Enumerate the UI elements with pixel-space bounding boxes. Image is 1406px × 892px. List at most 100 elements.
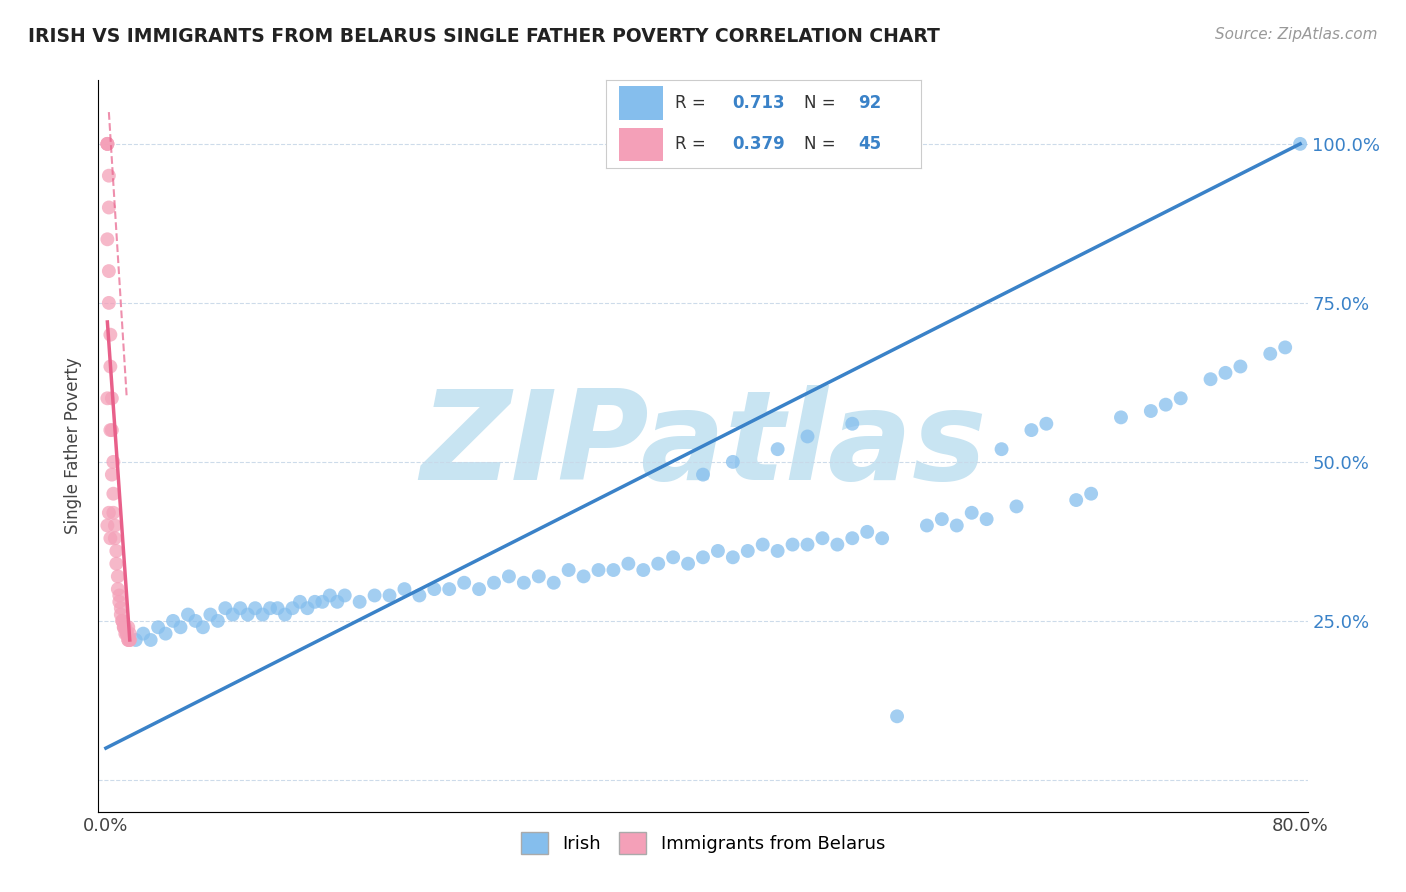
Point [281,601,304,615]
Point [207,614,229,628]
Point [97,264,120,278]
Point [97,296,120,310]
Point [707,544,730,558]
Point [633,563,655,577]
Point [114,620,136,634]
Point [439,582,461,596]
Point [1215,366,1237,380]
Point [960,506,983,520]
Point [676,557,699,571]
Point [117,632,139,647]
Point [104,531,127,545]
Point [103,506,125,520]
Point [266,601,288,615]
Point [96,136,118,151]
Point [96,392,118,406]
Point [482,575,505,590]
Point [111,614,134,628]
Point [766,442,789,457]
Point [319,589,342,603]
Point [112,620,135,634]
Point [513,575,536,590]
Point [931,512,953,526]
Point [1199,372,1222,386]
Point [1021,423,1043,437]
Point [259,601,281,615]
Point [115,626,138,640]
Point [155,626,177,640]
Point [468,582,491,596]
Point [527,569,550,583]
Point [886,709,908,723]
Point [110,607,132,622]
Point [200,607,222,622]
Point [118,626,141,640]
Point [98,359,121,374]
Point [177,607,200,622]
Point [1064,493,1087,508]
Point [378,589,401,603]
Point [870,531,893,545]
Point [96,136,118,151]
Text: IRISH VS IMMIGRANTS FROM BELARUS SINGLE FATHER POVERTY CORRELATION CHART: IRISH VS IMMIGRANTS FROM BELARUS SINGLE … [28,27,941,45]
Point [252,607,274,622]
Point [841,531,863,545]
Point [326,595,349,609]
Point [98,327,121,342]
Point [976,512,998,526]
Point [1080,486,1102,500]
Point [1170,392,1192,406]
Point [1274,340,1296,354]
Point [1140,404,1163,418]
Point [118,632,141,647]
Point [98,531,121,545]
Point [117,620,139,634]
Point [617,557,640,571]
Point [721,550,744,565]
Point [1258,347,1281,361]
Point [945,518,967,533]
Point [498,569,520,583]
Point [721,455,744,469]
Text: ZIPatlas: ZIPatlas [420,385,986,507]
Point [647,557,669,571]
Point [108,595,131,609]
Point [111,614,134,628]
Point [101,423,124,437]
Point [796,538,818,552]
Point [114,626,136,640]
Point [333,589,356,603]
Point [1035,417,1057,431]
Point [841,417,863,431]
Point [107,582,129,596]
Point [856,524,879,539]
Point [1005,500,1028,514]
Point [796,429,818,443]
Text: Source: ZipAtlas.com: Source: ZipAtlas.com [1215,27,1378,42]
Point [139,632,162,647]
Point [104,518,127,533]
Point [588,563,610,577]
Point [304,595,326,609]
Point [98,423,121,437]
Point [915,518,938,533]
Point [108,589,131,603]
Point [96,136,118,151]
Point [297,601,319,615]
Point [117,632,139,647]
Point [97,201,120,215]
Point [229,601,252,615]
Point [1154,398,1177,412]
Point [162,614,184,628]
Point [115,626,138,640]
Point [101,392,124,406]
Point [692,550,714,565]
Point [132,626,155,640]
Point [274,607,297,622]
Point [394,582,416,596]
Legend: Irish, Immigrants from Belarus: Irish, Immigrants from Belarus [513,825,893,861]
Point [214,601,236,615]
Point [105,557,128,571]
Point [96,232,118,246]
Point [243,601,266,615]
